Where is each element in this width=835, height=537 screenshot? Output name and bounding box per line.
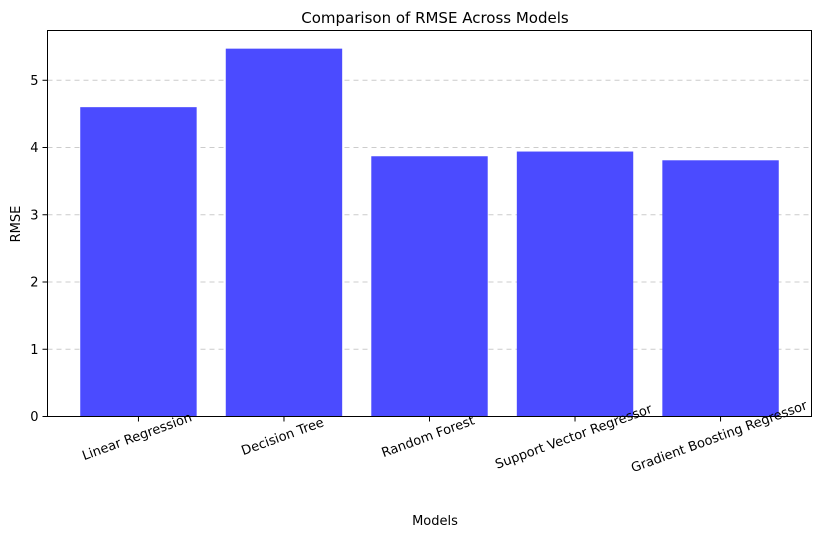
x-axis-label: Models [412,514,458,529]
bar-random-forest [371,156,488,417]
chart-title: Comparison of RMSE Across Models [301,9,569,27]
y-axis-label: RMSE [9,206,24,243]
bar-support-vector-regressor [516,151,634,417]
y-tick-label-1: 1 [30,343,38,358]
y-tick-label-4: 4 [30,141,38,156]
y-tick-label-5: 5 [30,74,38,89]
x-tick-label-linear-regression: Linear Regression [80,410,194,464]
y-tick-label-0: 0 [30,410,38,425]
y-tick-label-3: 3 [30,208,38,223]
bar-gradient-boosting-regressor [662,160,779,417]
bars [80,48,779,417]
bar-decision-tree [225,48,343,417]
x-tick-label-random-forest: Random Forest [380,413,477,461]
bar-linear-regression [80,107,197,417]
x-tick-label-decision-tree: Decision Tree [240,415,326,459]
y-tick-label-2: 2 [30,276,38,291]
y-axis: 0 1 2 3 4 5 [30,74,48,425]
